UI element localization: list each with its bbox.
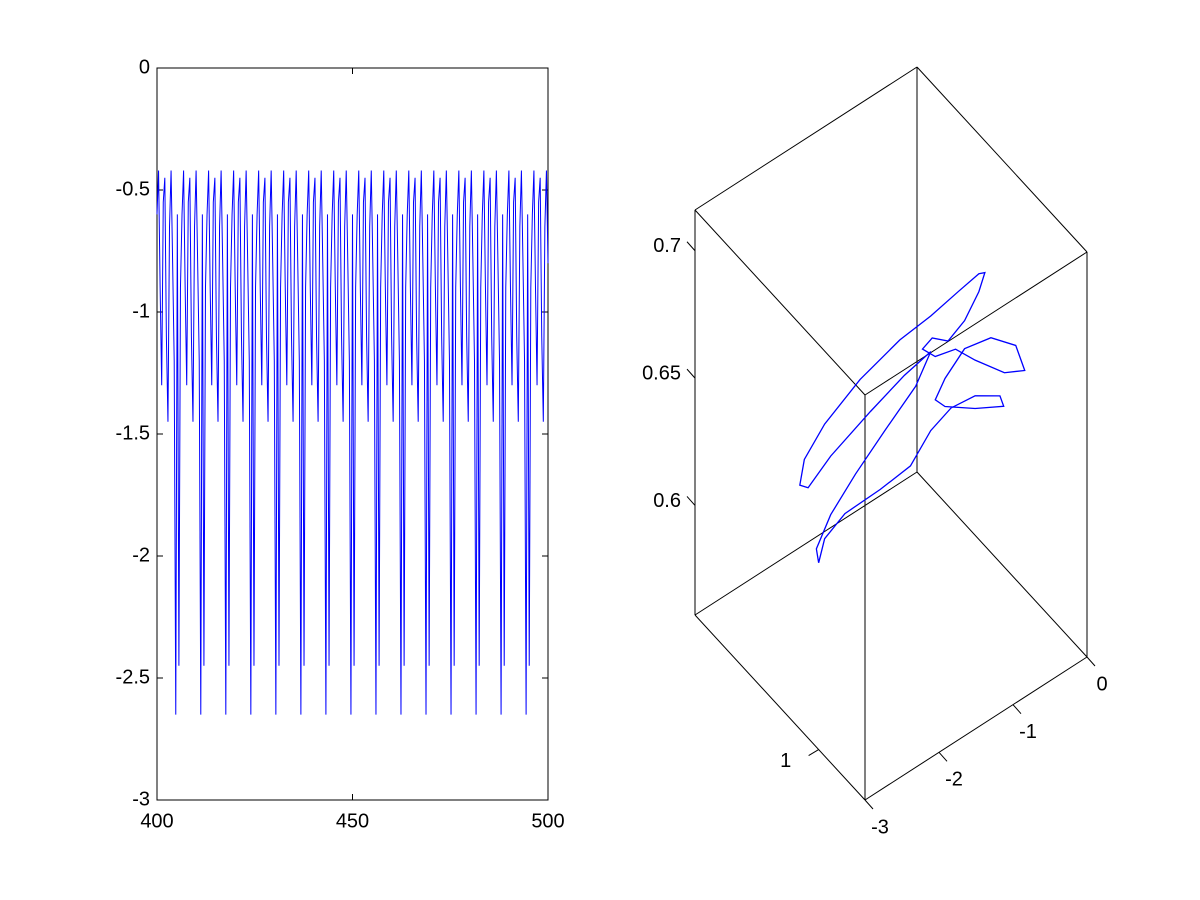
data-line-3d [799,271,1026,563]
x-tick [938,752,948,762]
z-tick-label: 0.6 [653,490,681,512]
z-tick [686,368,696,379]
x-tick-label: -1 [1019,721,1037,743]
x-tick [1086,656,1096,667]
y-tick [808,749,819,756]
z-tick [686,241,696,252]
x-tick-label: -3 [871,816,889,838]
x-tick-label: 400 [140,810,173,832]
x-tick-label: 500 [531,810,564,832]
box-edge [916,471,1088,658]
box-edge [916,66,1088,253]
x-tick [864,799,874,810]
box-edge [694,614,866,801]
box-edge [864,656,1088,801]
y-tick-label: -2 [132,544,150,566]
y-tick-label: -0.5 [116,178,150,200]
data-line [156,170,549,715]
z-tick-label: 0.65 [642,362,681,384]
y-tick-label: 0 [139,56,150,78]
y-tick-label: -3 [132,788,150,810]
x-tick-label: 450 [336,810,369,832]
box-edge [694,471,918,616]
z-tick [686,496,696,506]
x-tick [1012,704,1022,714]
x-tick-label: 0 [1096,673,1107,695]
box-edge [694,209,866,396]
y-tick-label: -2.5 [116,666,150,688]
y-tick-label: 1 [780,750,791,772]
box-edge [694,66,918,211]
z-tick-label: 0.7 [653,235,681,257]
box-edge [864,251,1088,396]
y-tick-label: -1.5 [116,422,150,444]
axes-box [156,67,549,801]
x-tick-label: -2 [945,769,963,791]
y-tick-label: -1 [132,300,150,322]
